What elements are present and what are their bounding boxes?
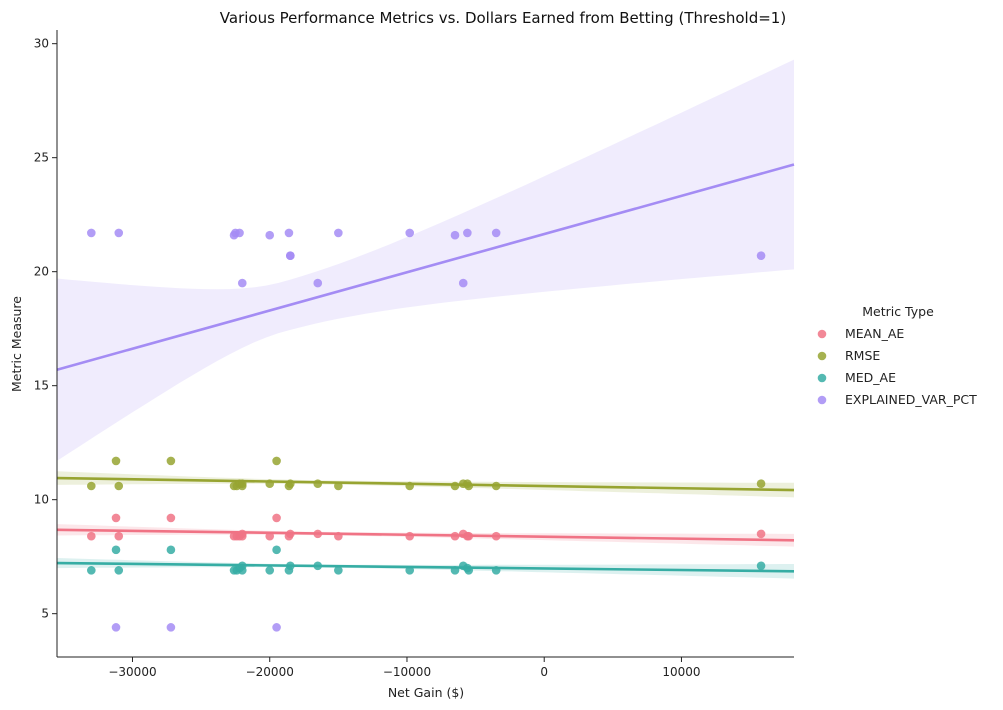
legend-marker-explained-var-pct	[817, 395, 827, 405]
x-axis-ticks: −30000 −20000 −10000 0 10000	[108, 657, 701, 679]
legend-marker-mean-ae	[817, 329, 827, 339]
point-mean-ae	[111, 513, 121, 523]
fit-line-mean-ae	[56, 528, 795, 542]
point-mean-ae	[491, 531, 501, 541]
x-tick-label: −30000	[108, 665, 156, 679]
point-med-ae	[166, 545, 176, 555]
point-med-ae	[334, 566, 343, 575]
point-med-ae	[87, 566, 96, 575]
point-med-ae	[450, 566, 460, 575]
point-explained-var-pct	[458, 278, 468, 288]
point-mean-ae	[265, 531, 275, 541]
point-explained-var-pct	[284, 228, 294, 238]
point-rmse	[265, 479, 275, 489]
point-explained-var-pct	[491, 228, 501, 238]
fit-line-explained-var-pct	[56, 163, 795, 371]
point-mean-ae	[87, 531, 96, 541]
legend-marker-med-ae	[817, 373, 827, 383]
point-explained-var-pct	[334, 228, 343, 238]
legend-label-med-ae: MED_AE	[845, 370, 896, 385]
point-med-ae	[286, 561, 295, 571]
point-rmse	[237, 479, 247, 489]
point-rmse	[166, 456, 176, 466]
y-tick-label: 5	[41, 607, 49, 621]
y-tick-label: 15	[34, 379, 49, 393]
y-tick-label: 20	[34, 265, 49, 279]
point-rmse	[450, 481, 460, 491]
regression-lines	[56, 163, 795, 573]
point-rmse	[756, 479, 766, 489]
point-explained-var-pct	[463, 228, 472, 238]
point-explained-var-pct	[450, 230, 460, 240]
point-explained-var-pct	[756, 251, 766, 261]
point-med-ae	[405, 566, 415, 575]
point-rmse	[111, 456, 121, 466]
legend-label-mean-ae: MEAN_AE	[845, 326, 904, 341]
point-explained-var-pct	[237, 278, 247, 288]
point-med-ae	[272, 545, 281, 555]
y-axis-ticks: 5 10 15 20 25 30	[34, 37, 57, 621]
point-mean-ae	[405, 531, 415, 541]
point-mean-ae	[114, 531, 124, 541]
point-rmse	[272, 456, 281, 466]
point-explained-var-pct	[272, 623, 281, 632]
point-mean-ae	[286, 529, 295, 539]
y-tick-label: 10	[34, 493, 49, 507]
point-explained-var-pct	[405, 228, 415, 238]
point-mean-ae	[166, 513, 176, 523]
point-rmse	[491, 481, 501, 491]
point-rmse	[464, 481, 474, 491]
point-mean-ae	[464, 531, 474, 541]
chart-title: Various Performance Metrics vs. Dollars …	[220, 9, 786, 27]
scatter-points	[87, 228, 766, 632]
point-med-ae	[111, 545, 121, 555]
point-explained-var-pct	[286, 251, 295, 261]
point-explained-var-pct	[87, 228, 96, 238]
point-rmse	[405, 481, 415, 491]
point-mean-ae	[450, 531, 460, 541]
point-med-ae	[756, 561, 766, 571]
legend-title: Metric Type	[862, 304, 934, 319]
legend-marker-rmse	[817, 351, 827, 361]
legend-label-rmse: RMSE	[845, 348, 880, 363]
point-explained-var-pct	[166, 623, 176, 632]
point-rmse	[114, 481, 124, 491]
point-explained-var-pct	[114, 228, 124, 238]
y-tick-label: 30	[34, 37, 49, 51]
point-med-ae	[491, 566, 501, 575]
fit-line-med-ae	[56, 561, 795, 573]
legend: Metric Type MEAN_AE RMSE MED_AE EXPLAINED_V…	[817, 304, 977, 407]
point-rmse	[334, 481, 343, 491]
y-tick-label: 25	[34, 151, 49, 165]
fit-line-rmse	[56, 476, 795, 492]
point-mean-ae	[756, 529, 766, 539]
point-med-ae	[265, 566, 275, 575]
point-rmse	[87, 481, 96, 491]
x-tick-label: 0	[540, 665, 548, 679]
point-mean-ae	[313, 529, 323, 539]
point-explained-var-pct	[235, 228, 244, 238]
point-rmse	[313, 479, 323, 489]
point-explained-var-pct	[265, 230, 275, 240]
legend-label-explained-var-pct: EXPLAINED_VAR_PCT	[845, 392, 977, 407]
point-explained-var-pct	[313, 278, 323, 288]
point-med-ae	[114, 566, 124, 575]
x-tick-label: 10000	[662, 665, 700, 679]
point-mean-ae	[237, 529, 247, 539]
x-tick-label: −10000	[383, 665, 431, 679]
point-med-ae	[464, 566, 474, 575]
x-tick-label: −20000	[246, 665, 294, 679]
point-mean-ae	[334, 531, 343, 541]
confidence-bands	[57, 59, 794, 579]
point-med-ae	[313, 561, 323, 571]
ci-band-explained-var-pct	[57, 59, 794, 461]
point-explained-var-pct	[111, 623, 121, 632]
point-mean-ae	[272, 513, 281, 523]
point-rmse	[286, 479, 295, 489]
y-axis-label: Metric Measure	[9, 296, 24, 392]
x-axis-label: Net Gain ($)	[388, 685, 464, 700]
point-med-ae	[237, 561, 247, 571]
